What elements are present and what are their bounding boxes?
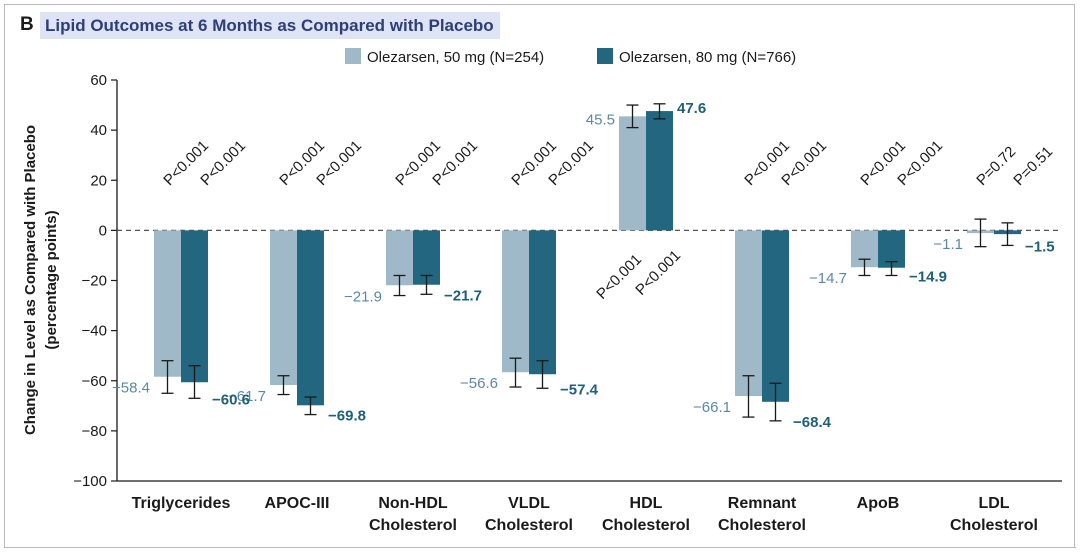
y-tick-label: −80 [82,423,107,440]
value-label-50mg: −14.7 [809,270,847,287]
bar-50mg [735,230,762,397]
y-tick-label: 60 [90,72,107,89]
bar-50mg [270,230,297,386]
y-tick-label: −20 [82,273,107,290]
bar-50mg [154,230,181,377]
value-label-80mg: −69.8 [328,408,366,425]
y-tick-label: 20 [90,172,107,189]
value-label-50mg: −61.7 [228,388,266,405]
category-label: HDL [630,495,663,512]
legend-label-50mg: Olezarsen, 50 mg (N=254) [367,49,544,66]
bar-80mg [646,111,673,231]
bar-80mg [297,230,324,406]
value-label-50mg: 45.5 [586,111,615,128]
value-label-80mg: −68.4 [793,414,832,431]
category-label: Cholesterol [602,517,690,534]
value-label-80mg: −60.6 [212,391,250,408]
category-label: Cholesterol [718,517,806,534]
p-value-50mg: P=0.72 [973,143,1019,189]
value-label-50mg: −1.1 [933,236,963,253]
y-tick-label: −100 [73,473,107,490]
category-label: Triglycerides [132,495,231,512]
y-tick-label: 40 [90,122,107,139]
p-value-80mg: P<0.001 [632,247,684,299]
y-axis-title: (percentage points) [43,210,60,349]
p-value-50mg: P<0.001 [593,251,645,303]
category-label: VLDL [508,495,550,512]
category-label: Non-HDL [378,495,448,512]
y-axis-title: Change in Level as Compared with Placebo [22,125,39,435]
bar-80mg [762,230,789,402]
value-label-50mg: −56.6 [460,375,498,392]
p-value-80mg: P=0.51 [1010,143,1056,189]
bar-80mg [181,230,208,383]
value-label-50mg: −21.9 [344,288,382,305]
value-label-80mg: 47.6 [677,100,706,117]
category-label: LDL [978,495,1009,512]
category-label: Cholesterol [369,517,457,534]
panel-letter: B [20,14,34,35]
figure-title: Lipid Outcomes at 6 Months as Compared w… [40,12,500,39]
y-tick-label: 0 [99,222,107,239]
value-label-80mg: −21.7 [444,287,482,304]
value-label-50mg: −58.4 [112,380,150,397]
value-label-80mg: −57.4 [560,381,599,398]
category-label: ApoB [857,495,900,512]
bar-50mg [502,230,529,373]
category-label: Cholesterol [485,517,573,534]
value-label-80mg: −1.5 [1025,238,1055,255]
bottom-rule [4,547,1076,548]
y-tick-label: −60 [82,373,107,390]
legend-label-80mg: Olezarsen, 80 mg (N=766) [619,49,796,66]
y-tick-label: −40 [82,323,107,340]
bar-50mg [619,116,646,231]
legend-swatch-50mg [345,48,361,64]
value-label-50mg: −66.1 [693,399,731,416]
category-label: Remnant [728,495,797,512]
bar-80mg [529,230,556,375]
category-label: Cholesterol [950,517,1038,534]
legend-swatch-80mg [597,48,613,64]
category-label: APOC-III [265,495,330,512]
value-label-80mg: −14.9 [909,268,947,285]
